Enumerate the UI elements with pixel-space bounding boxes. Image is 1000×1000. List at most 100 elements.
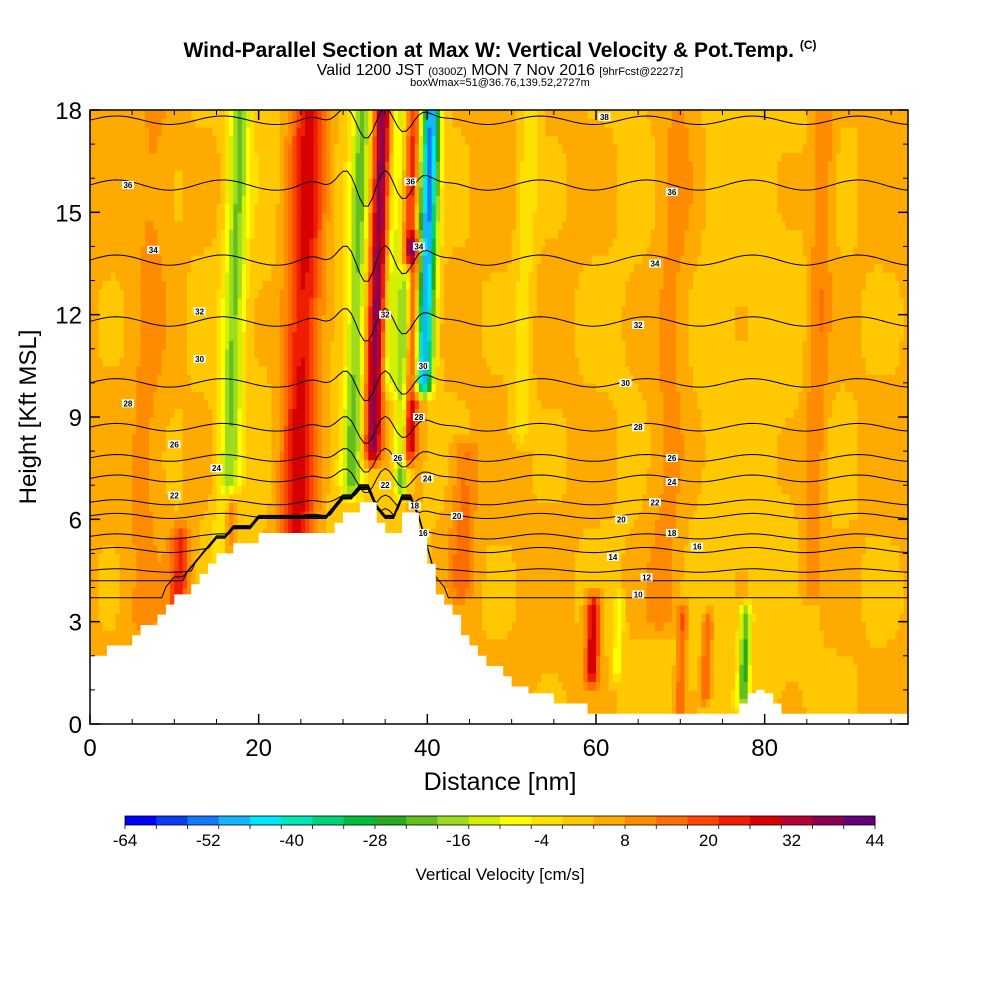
- velocity-cell: [132, 136, 137, 145]
- velocity-cell: [212, 451, 217, 460]
- velocity-cell: [233, 460, 238, 469]
- velocity-cell: [132, 272, 137, 281]
- velocity-cell: [330, 161, 335, 170]
- velocity-cell: [141, 340, 146, 349]
- velocity-cell: [183, 136, 188, 145]
- velocity-cell: [360, 281, 365, 290]
- velocity-cell: [326, 264, 331, 273]
- velocity-cell: [368, 306, 373, 315]
- velocity-cell: [284, 417, 289, 426]
- velocity-cell: [225, 357, 230, 366]
- velocity-cell: [208, 519, 213, 528]
- velocity-cell: [305, 485, 310, 494]
- velocity-cell: [216, 349, 221, 358]
- velocity-cell: [229, 426, 234, 435]
- velocity-cell: [162, 434, 167, 443]
- velocity-cell: [288, 468, 293, 477]
- velocity-cell: [250, 528, 255, 537]
- velocity-cell: [284, 127, 289, 136]
- velocity-cell: [250, 298, 255, 307]
- velocity-cell: [174, 195, 179, 204]
- velocity-cell: [373, 443, 378, 452]
- velocity-cell: [120, 519, 125, 528]
- velocity-cell: [330, 229, 335, 238]
- velocity-cell: [136, 536, 141, 545]
- velocity-cell: [360, 187, 365, 196]
- velocity-cell: [200, 383, 205, 392]
- velocity-cell: [208, 323, 213, 332]
- velocity-cell: [351, 229, 356, 238]
- velocity-cell: [292, 110, 297, 119]
- velocity-cell: [292, 494, 297, 503]
- velocity-cell: [368, 340, 373, 349]
- velocity-cell: [174, 161, 179, 170]
- velocity-cell: [107, 400, 112, 409]
- velocity-cell: [326, 400, 331, 409]
- velocity-cell: [263, 383, 268, 392]
- velocity-cell: [103, 238, 108, 247]
- velocity-cell: [351, 357, 356, 366]
- velocity-cell: [132, 536, 137, 545]
- velocity-cell: [107, 315, 112, 324]
- velocity-cell: [309, 136, 314, 145]
- velocity-cell: [115, 485, 120, 494]
- velocity-cell: [212, 255, 217, 264]
- velocity-cell: [377, 400, 382, 409]
- velocity-cell: [111, 221, 116, 230]
- velocity-cell: [195, 340, 200, 349]
- velocity-cell: [149, 494, 154, 503]
- velocity-cell: [263, 144, 268, 153]
- velocity-cell: [103, 553, 108, 562]
- velocity-cell: [157, 417, 162, 426]
- velocity-cell: [326, 212, 331, 221]
- velocity-cell: [94, 238, 99, 247]
- velocity-cell: [284, 281, 289, 290]
- velocity-cell: [187, 434, 192, 443]
- velocity-cell: [339, 434, 344, 443]
- velocity-cell: [166, 366, 171, 375]
- velocity-cell: [187, 221, 192, 230]
- velocity-cell: [229, 443, 234, 452]
- velocity-cell: [297, 221, 302, 230]
- velocity-cell: [246, 528, 251, 537]
- velocity-cell: [221, 434, 226, 443]
- velocity-cell: [229, 187, 234, 196]
- velocity-cell: [297, 289, 302, 298]
- velocity-cell: [149, 519, 154, 528]
- velocity-cell: [128, 571, 133, 580]
- velocity-cell: [115, 246, 120, 255]
- velocity-cell: [120, 170, 125, 179]
- velocity-cell: [326, 221, 331, 230]
- velocity-cell: [208, 528, 213, 537]
- velocity-cell: [191, 170, 196, 179]
- velocity-cell: [284, 374, 289, 383]
- velocity-cell: [271, 391, 276, 400]
- velocity-cell: [191, 494, 196, 503]
- velocity-cell: [98, 221, 103, 230]
- velocity-cell: [351, 349, 356, 358]
- velocity-cell: [204, 400, 209, 409]
- velocity-cell: [364, 494, 369, 503]
- velocity-cell: [242, 144, 247, 153]
- velocity-cell: [364, 434, 369, 443]
- velocity-cell: [204, 187, 209, 196]
- velocity-cell: [170, 417, 175, 426]
- velocity-cell: [326, 443, 331, 452]
- velocity-cell: [322, 485, 327, 494]
- velocity-cell: [242, 383, 247, 392]
- velocity-cell: [187, 323, 192, 332]
- velocity-cell: [246, 246, 251, 255]
- velocity-cell: [267, 161, 272, 170]
- velocity-cell: [360, 306, 365, 315]
- velocity-cell: [347, 315, 352, 324]
- velocity-cell: [335, 281, 340, 290]
- velocity-cell: [107, 281, 112, 290]
- velocity-cell: [120, 383, 125, 392]
- velocity-cell: [271, 443, 276, 452]
- velocity-cell: [271, 281, 276, 290]
- velocity-cell: [356, 468, 361, 477]
- velocity-cell: [115, 144, 120, 153]
- velocity-cell: [292, 366, 297, 375]
- velocity-cell: [284, 229, 289, 238]
- velocity-cell: [136, 246, 141, 255]
